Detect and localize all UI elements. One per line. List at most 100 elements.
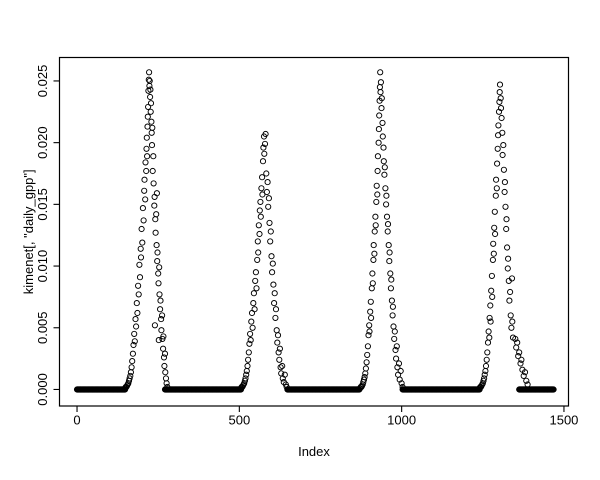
- data-point: [505, 255, 512, 262]
- data-point: [245, 356, 252, 363]
- data-point: [374, 191, 381, 198]
- data-point: [260, 144, 267, 151]
- data-point: [488, 287, 495, 294]
- data-point: [504, 244, 511, 251]
- data-point: [491, 208, 498, 215]
- data-point: [137, 245, 144, 252]
- data-point: [491, 224, 498, 231]
- data-point: [384, 228, 391, 235]
- data-point: [135, 282, 142, 289]
- data-point: [156, 291, 163, 298]
- data-point: [481, 371, 488, 378]
- data-point: [154, 249, 161, 256]
- data-point: [254, 238, 261, 245]
- data-points: [73, 69, 557, 393]
- data-point: [139, 239, 146, 246]
- data-point: [242, 375, 249, 382]
- data-point: [499, 151, 506, 159]
- data-point: [263, 188, 270, 196]
- data-point: [384, 221, 392, 228]
- data-point: [501, 179, 508, 186]
- data-point: [144, 153, 151, 160]
- data-point: [131, 338, 138, 345]
- data-point: [480, 377, 487, 384]
- data-point: [135, 291, 142, 298]
- data-point: [157, 297, 164, 304]
- data-point: [279, 362, 286, 370]
- data-point: [155, 270, 162, 277]
- data-point: [524, 381, 531, 388]
- x-tick-label: 0: [73, 413, 80, 428]
- data-point: [509, 318, 516, 325]
- data-point: [508, 275, 516, 282]
- data-point: [156, 264, 163, 271]
- data-point: [274, 339, 281, 346]
- data-point: [512, 335, 519, 342]
- data-point: [145, 76, 152, 83]
- data-point: [486, 314, 493, 321]
- data-point: [380, 158, 387, 165]
- data-point: [490, 240, 497, 247]
- data-point: [379, 133, 386, 140]
- data-point: [147, 100, 155, 107]
- data-point: [377, 79, 384, 86]
- data-point: [393, 355, 400, 362]
- data-point: [145, 103, 152, 110]
- data-point: [496, 81, 504, 88]
- data-point: [376, 112, 383, 119]
- data-point: [493, 176, 500, 183]
- data-point: [375, 126, 382, 133]
- data-point: [487, 318, 494, 325]
- data-point: [141, 176, 148, 183]
- data-point: [516, 349, 523, 356]
- data-point: [378, 95, 385, 102]
- data-point: [245, 349, 252, 356]
- data-point: [253, 285, 260, 292]
- data-point: [372, 222, 379, 229]
- data-point: [148, 142, 156, 149]
- data-point: [143, 145, 150, 152]
- data-point: [489, 256, 496, 263]
- data-point: [368, 314, 375, 321]
- data-point: [507, 288, 514, 296]
- data-point: [483, 356, 490, 363]
- data-point: [394, 364, 401, 371]
- data-point: [147, 108, 154, 115]
- data-point: [132, 316, 139, 323]
- data-point: [399, 383, 406, 391]
- data-point: [269, 269, 276, 276]
- data-point: [255, 249, 262, 256]
- data-point: [130, 341, 137, 349]
- data-point: [267, 228, 274, 235]
- x-axis-tick-labels: 0 500 1000 1500: [73, 413, 578, 428]
- data-point: [272, 306, 280, 313]
- data-point: [389, 312, 396, 319]
- data-point: [281, 371, 288, 378]
- data-point: [259, 191, 266, 198]
- data-point: [371, 228, 378, 235]
- data-point: [492, 192, 499, 199]
- data-point: [157, 306, 164, 313]
- data-point: [262, 130, 269, 138]
- x-axis-ticks: [76, 406, 565, 412]
- data-point: [146, 69, 153, 76]
- data-point: [523, 377, 530, 384]
- data-point: [149, 167, 156, 175]
- data-point: [386, 249, 393, 256]
- data-point: [373, 198, 380, 205]
- plot-box: [58, 56, 570, 407]
- data-point: [497, 105, 505, 112]
- data-point: [150, 153, 157, 160]
- data-point: [254, 256, 261, 263]
- x-axis-label: Index: [298, 444, 330, 459]
- data-point: [366, 322, 373, 329]
- y-tick-label: 0.015: [35, 188, 50, 221]
- data-point: [267, 238, 274, 245]
- data-point: [500, 166, 507, 173]
- data-point: [360, 376, 368, 383]
- data-point: [248, 318, 255, 325]
- data-point: [517, 360, 524, 367]
- data-point: [364, 343, 371, 350]
- data-point: [396, 376, 403, 383]
